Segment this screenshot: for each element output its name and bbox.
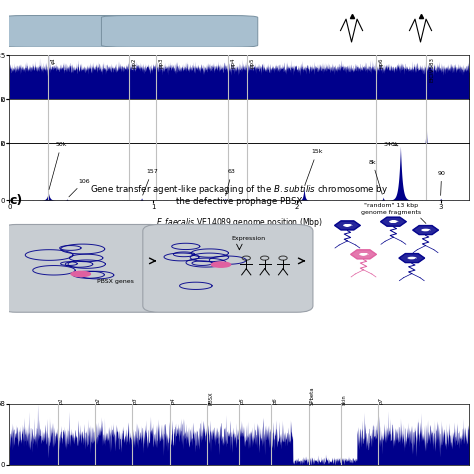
Text: p5: p5 xyxy=(240,398,246,405)
Text: p2: p2 xyxy=(96,398,101,405)
Text: SPbeta: SPbeta xyxy=(310,386,315,405)
Text: skin: skin xyxy=(342,394,347,405)
FancyBboxPatch shape xyxy=(143,225,313,312)
Ellipse shape xyxy=(71,271,91,276)
Text: 157: 157 xyxy=(143,169,158,195)
Polygon shape xyxy=(399,254,425,263)
Text: 106: 106 xyxy=(69,179,90,197)
Text: genome fragments: genome fragments xyxy=(361,210,421,215)
Text: p3: p3 xyxy=(134,398,138,405)
Text: pp5: pp5 xyxy=(249,57,255,68)
Polygon shape xyxy=(335,221,360,230)
Text: $\it{E. faecalis}$ VE14089 genome position (Mbp): $\it{E. faecalis}$ VE14089 genome positi… xyxy=(156,216,323,229)
Ellipse shape xyxy=(211,262,231,267)
Text: 90: 90 xyxy=(438,171,446,195)
Text: 8k: 8k xyxy=(369,160,382,194)
Text: p1: p1 xyxy=(59,398,64,405)
Text: 63: 63 xyxy=(226,169,236,195)
Text: φ1: φ1 xyxy=(51,57,56,64)
Text: EfCIV583: EfCIV583 xyxy=(429,57,434,82)
Text: p4: p4 xyxy=(171,398,176,405)
Polygon shape xyxy=(351,250,376,259)
Text: 50k: 50k xyxy=(49,142,67,190)
FancyBboxPatch shape xyxy=(101,16,258,47)
Text: pp3: pp3 xyxy=(159,57,164,68)
Text: the defective prophage PBSX: the defective prophage PBSX xyxy=(176,197,302,206)
Text: pp4: pp4 xyxy=(231,57,236,68)
Polygon shape xyxy=(381,217,406,226)
Text: PBSX genes: PBSX genes xyxy=(97,279,134,284)
Text: Expression: Expression xyxy=(231,237,265,241)
Text: 340k: 340k xyxy=(383,142,399,147)
Text: 15k: 15k xyxy=(305,149,323,185)
Text: "random" 13 kbp: "random" 13 kbp xyxy=(364,203,418,208)
Polygon shape xyxy=(413,226,438,235)
Text: p6: p6 xyxy=(273,398,277,405)
Text: c): c) xyxy=(9,194,22,207)
Text: PBSX: PBSX xyxy=(209,391,213,405)
FancyBboxPatch shape xyxy=(0,16,134,47)
Text: pp6: pp6 xyxy=(379,57,384,68)
Text: pp2: pp2 xyxy=(132,57,137,68)
FancyBboxPatch shape xyxy=(0,225,166,312)
Text: p7: p7 xyxy=(380,398,384,405)
Text: Gene transfer agent-like packaging of the $\it{B. subtilis}$ chromosome by: Gene transfer agent-like packaging of th… xyxy=(90,182,389,196)
